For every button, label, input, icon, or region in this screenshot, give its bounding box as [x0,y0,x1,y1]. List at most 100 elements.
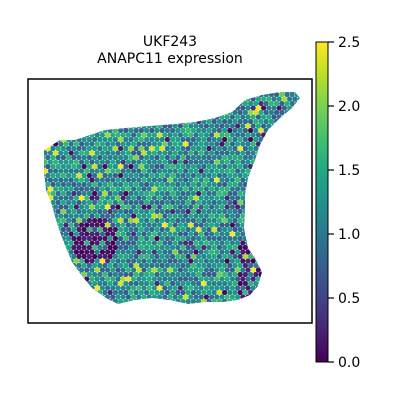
spot [76,172,82,179]
spot [214,294,220,300]
spot [84,294,90,300]
spot [248,226,254,233]
spot [81,118,87,125]
spot [242,199,248,206]
spot [162,105,168,111]
spot [248,172,254,179]
spot [274,208,280,215]
spot [123,262,129,269]
spot [281,177,287,183]
spot [209,231,215,237]
spot [248,100,254,107]
spot [97,145,103,152]
spot [216,109,222,116]
spot [136,222,142,228]
spot [55,172,61,179]
spot [131,303,137,304]
spot [58,141,64,147]
spot [71,280,77,287]
spot [263,118,269,125]
spot [198,105,204,111]
spot [211,244,217,251]
spot [94,285,100,291]
spot [112,199,118,206]
spot [229,222,235,228]
spot [112,127,118,134]
spot [180,226,186,233]
spot [211,235,217,242]
spot [118,208,124,215]
spot [287,92,293,93]
spot [214,285,220,291]
spot [170,145,176,152]
spot [289,244,295,251]
spot [123,118,129,125]
spot [136,276,142,282]
spot [55,136,61,143]
spot [175,145,181,152]
spot [258,271,264,278]
spot [154,100,160,107]
spot [55,208,61,215]
spot [167,222,173,228]
spot [107,262,113,269]
spot [214,105,220,111]
spot [44,154,46,161]
spot [266,96,272,102]
spot [144,298,150,304]
spot [125,195,131,201]
spot [190,244,196,251]
spot [128,100,134,107]
spot [235,204,241,210]
spot [253,289,259,296]
spot [271,92,277,93]
spot [203,168,209,174]
spot [263,262,269,269]
spot [188,204,194,210]
spot [44,217,46,224]
spot [66,280,72,287]
spot [68,213,74,219]
spot [99,168,105,174]
spot-layer [44,92,300,304]
spot [193,294,199,300]
spot [107,109,113,116]
spot [138,217,144,224]
spot [253,181,259,188]
spot [123,226,129,233]
spot [146,159,152,165]
spot [294,109,300,116]
spot [86,172,92,179]
spot [180,208,186,215]
spot [248,271,254,278]
spot [185,190,191,197]
spot [107,127,113,134]
spot [235,159,241,165]
spot [141,177,147,183]
spot [227,118,233,125]
spot [50,181,56,188]
spot [294,190,300,197]
spot [292,222,298,228]
spot [245,177,251,183]
spot [242,289,248,296]
spot [172,114,178,120]
spot [73,240,79,246]
spot [84,132,90,138]
spot [198,303,204,304]
spot [229,276,235,282]
spot [79,303,85,304]
spot [185,208,191,215]
spot [133,118,139,125]
spot [253,92,259,98]
spot [222,253,228,260]
spot [107,92,113,98]
spot [219,105,225,111]
spot [154,208,160,215]
spot [141,105,147,111]
spot [149,100,155,107]
spot [292,159,298,165]
spot [216,289,222,296]
spot [281,141,287,147]
spot [141,267,147,273]
